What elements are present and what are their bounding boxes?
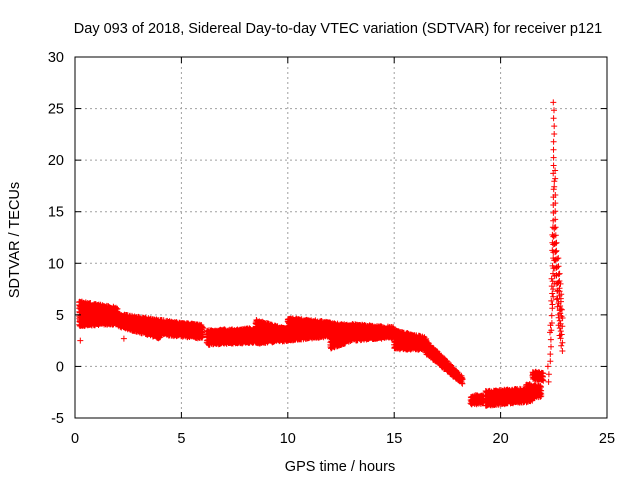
- y-tick-label: 5: [56, 308, 64, 324]
- x-tick-label: 15: [386, 431, 402, 447]
- y-tick-label: 20: [48, 153, 64, 169]
- x-tick-label: 5: [177, 431, 185, 447]
- x-axis-label: GPS time / hours: [285, 459, 395, 475]
- x-tick-label: 20: [493, 431, 509, 447]
- grid-lines: [75, 57, 607, 418]
- x-tick-label: 25: [599, 431, 615, 447]
- data-points: [76, 99, 566, 409]
- y-tick-label: 15: [48, 205, 64, 221]
- y-tick-label: 0: [56, 359, 64, 375]
- y-tick-label: 10: [48, 256, 64, 272]
- x-tick-label: 10: [280, 431, 296, 447]
- series-plus-markers: [76, 99, 566, 409]
- axis-ticks: 0 5 10 15 20 25 -5 0 5 10 15 20 25 30: [48, 50, 615, 447]
- plot-frame: [74, 56, 608, 419]
- y-tick-label: -5: [51, 411, 64, 427]
- y-tick-label: 25: [48, 102, 64, 118]
- x-tick-label: 0: [71, 431, 79, 447]
- chart-title: Day 093 of 2018, Sidereal Day-to-day VTE…: [74, 21, 602, 37]
- y-tick-label: 30: [48, 50, 64, 66]
- y-axis-label: SDTVAR / TECUs: [7, 182, 23, 298]
